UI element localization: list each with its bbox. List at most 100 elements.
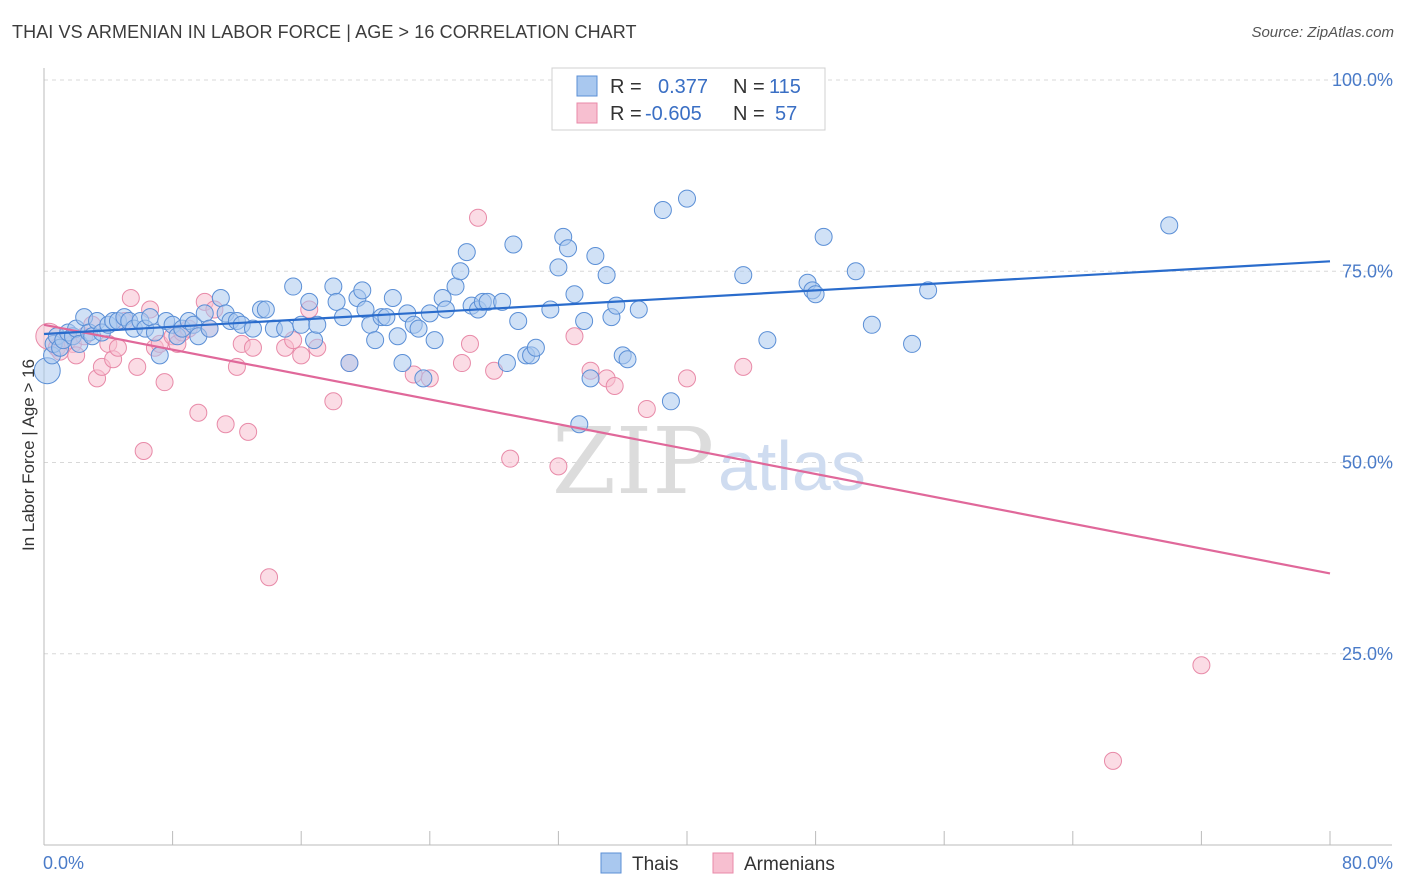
thais-point [581,369,600,388]
armenians-point [239,422,258,441]
thais-point [425,331,444,350]
legend-swatch-armenians [576,102,598,124]
y-tick-label: 75.0% [1342,261,1393,281]
thais-point [629,300,648,319]
armenians-point [678,369,696,388]
thais-point [141,308,160,327]
thais-point [509,311,528,330]
watermark-atlas: atlas [718,427,866,505]
thais-point [734,266,753,285]
x-tick-label: 0.0% [43,853,84,873]
legend-n-label-armenians: N = [733,103,765,125]
thais-point [150,346,169,365]
thais-point [195,304,214,323]
thais-point [414,369,433,388]
thais-point [559,239,578,258]
armenians-point [734,357,753,376]
thais-point [575,311,594,330]
armenians-point [292,346,311,365]
thais-point [597,266,616,285]
thais-point [549,258,568,277]
series-thais-points [33,189,1179,434]
thais-point [678,189,696,208]
thais-point [451,262,470,281]
thais-point [243,319,262,338]
armenians-point [549,457,568,476]
thais-point [586,246,605,265]
y-tick-label: 50.0% [1342,453,1393,473]
thais-point [305,331,324,350]
thais-point [446,277,465,296]
thais-point [607,296,626,315]
x-tick-label: 80.0% [1342,853,1393,873]
source-label: Source: ZipAtlas.com [1251,24,1394,41]
y-axis-title: In Labor Force | Age > 16 [19,359,38,551]
armenians-point [108,338,127,357]
thais-point [493,292,512,311]
legend-r-value-armenians: -0.605 [645,103,702,125]
grid-lines [44,79,1392,655]
thais-point [300,292,319,311]
legend-r-value-thais: 0.377 [658,76,708,98]
armenians-point [637,399,656,418]
thais-point [353,281,372,300]
y-tick-label: 100.0% [1332,70,1393,90]
armenians-point [1192,656,1211,675]
armenians-point [243,338,262,357]
thais-point [457,243,476,262]
armenians-point [565,327,584,346]
thais-point [436,300,455,319]
chart-title: THAI VS ARMENIAN IN LABOR FORCE | AGE > … [12,22,637,42]
thais-point [284,277,303,296]
armenians-point [469,208,488,227]
axes [43,68,1392,846]
bottom-legend-label-armenians: Armenians [744,854,835,875]
correlation-legend: R = 0.377 N = 115 R = -0.605 N = 57 [551,67,826,131]
watermark: ZIP atlas [552,408,866,515]
thais-point [862,315,881,334]
bottom-legend-swatch-thais [600,852,622,874]
legend-n-label-thais: N = [733,76,765,98]
armenians-point [501,449,520,468]
y-tick-label: 25.0% [1342,644,1393,664]
thais-point [758,331,777,350]
tick-labels: 25.0% 50.0% 75.0% 100.0% 0.0% 80.0% [43,70,1393,873]
thais-point [661,392,680,411]
thais-point [377,308,396,327]
bottom-legend-label-thais: Thais [632,854,678,875]
thais-point [526,338,545,357]
trend-line-armenians [43,323,1331,575]
armenians-point [452,354,471,373]
thais-point [211,289,230,308]
legend-n-value-armenians: 57 [775,103,797,125]
legend-n-value-thais: 115 [769,76,801,98]
thais-point [653,201,672,220]
bottom-legend-swatch-armenians [712,852,734,874]
thais-point [814,227,833,246]
thais-point [200,319,219,338]
thais-point [256,300,275,319]
thais-point [383,289,402,308]
thais-point [846,262,865,281]
armenians-point [189,403,208,422]
thais-point [308,315,327,334]
armenians-point [605,377,624,395]
thais-point [340,354,359,373]
thais-point [366,331,385,350]
thais-point [393,354,412,373]
thais-point [565,285,584,304]
thais-point [919,281,938,300]
thais-point [276,319,295,338]
thais-point [497,354,516,373]
thais-point [324,277,343,296]
legend-swatch-thais [576,75,598,97]
armenians-point [216,415,235,434]
thais-point [388,327,407,346]
thais-point [903,334,922,353]
armenians-point [260,568,279,587]
thais-point [806,285,825,304]
thais-point [541,300,560,319]
series-legend: Thais Armenians [600,852,835,875]
armenians-point [1103,751,1122,770]
